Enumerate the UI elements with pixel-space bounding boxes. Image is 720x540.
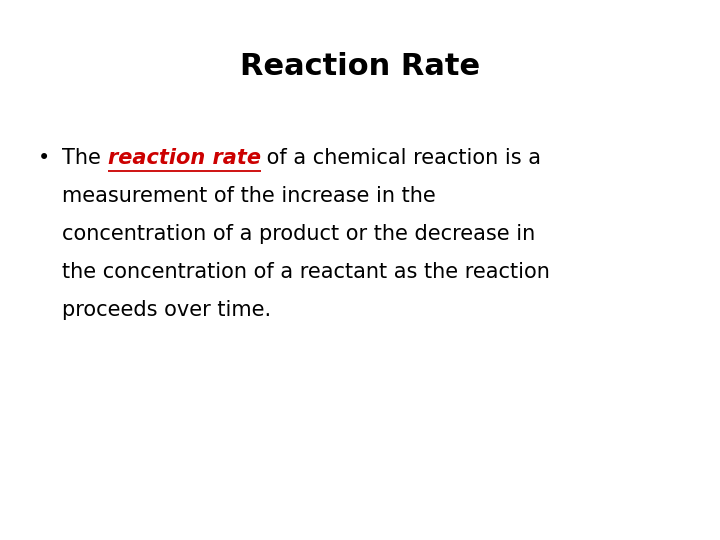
Text: •: • <box>38 148 50 168</box>
Text: measurement of the increase in the: measurement of the increase in the <box>62 186 436 206</box>
Text: proceeds over time.: proceeds over time. <box>62 300 271 320</box>
Text: the concentration of a reactant as the reaction: the concentration of a reactant as the r… <box>62 262 550 282</box>
Text: reaction rate: reaction rate <box>107 148 261 168</box>
Text: The: The <box>62 148 107 168</box>
Text: Reaction Rate: Reaction Rate <box>240 52 480 81</box>
Text: concentration of a product or the decrease in: concentration of a product or the decrea… <box>62 224 535 244</box>
Text: of a chemical reaction is a: of a chemical reaction is a <box>261 148 541 168</box>
